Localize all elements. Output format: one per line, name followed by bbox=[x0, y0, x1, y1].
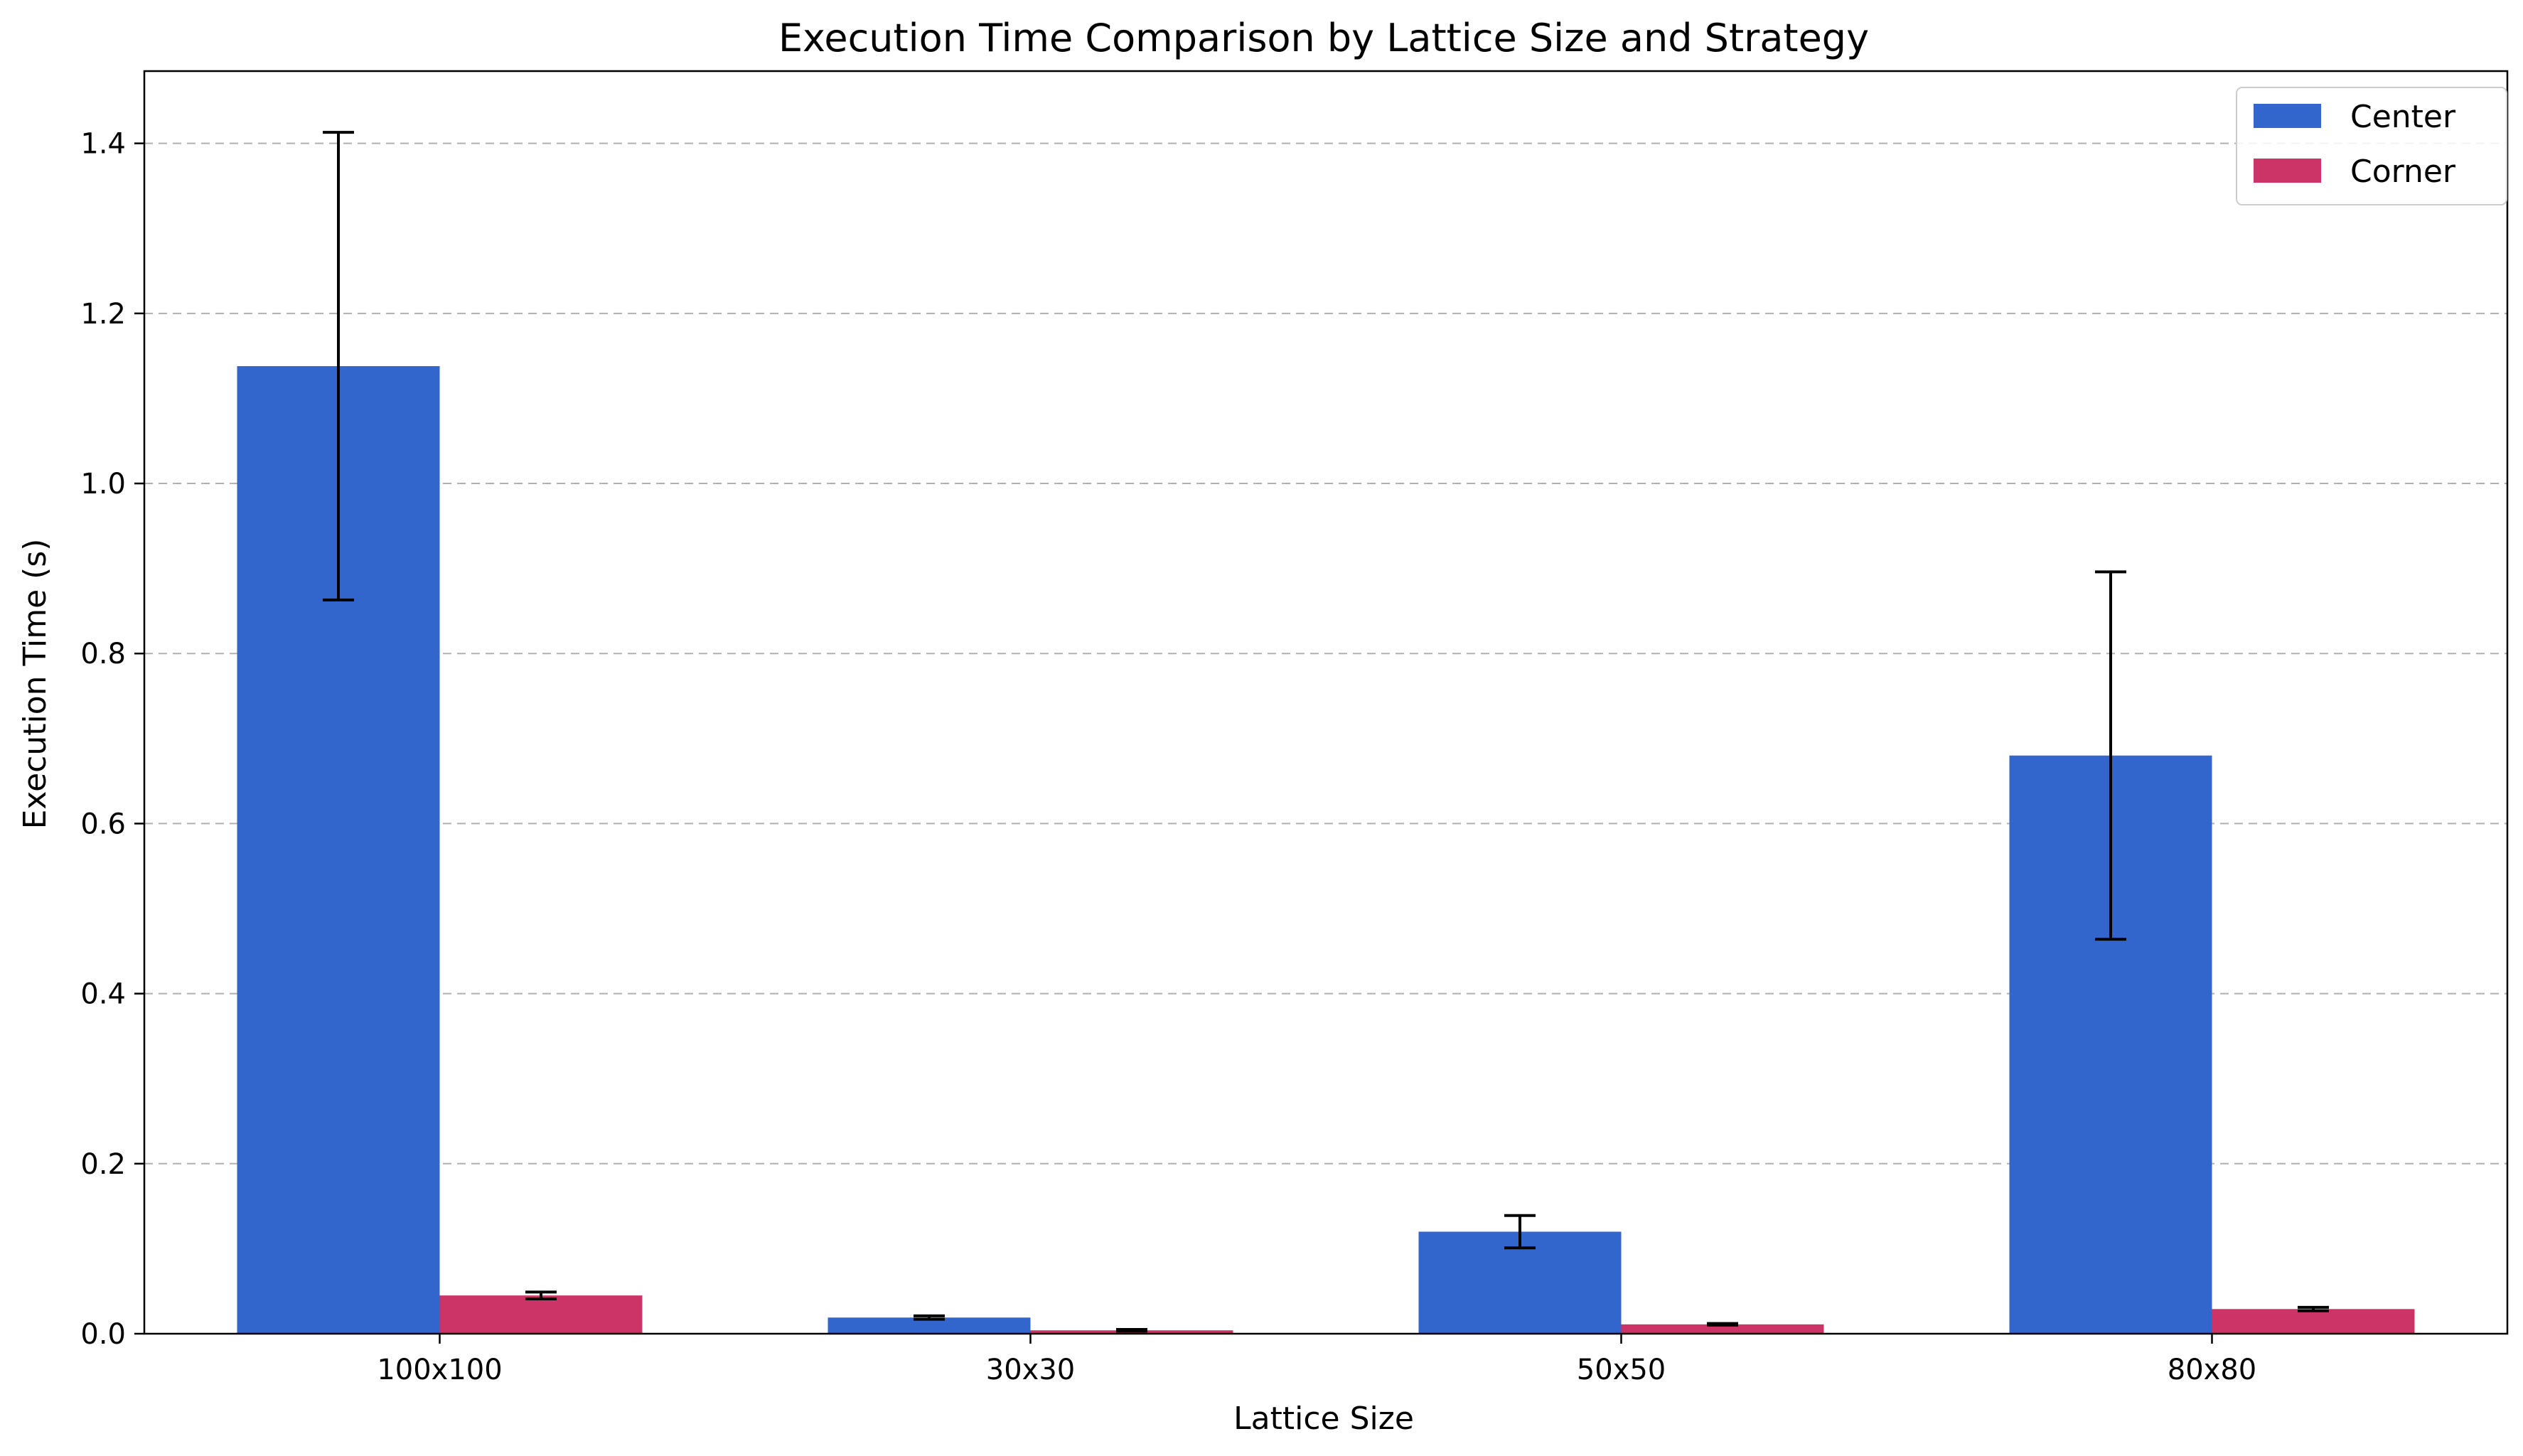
axis-ticks: 0.0 0.2 0.4 0.6 0.8 1.0 1.2 1.4 100x100 30x30 50x5… bbox=[80, 128, 2256, 1386]
y-tick-label: 1.0 bbox=[80, 468, 126, 500]
y-tick-label: 1.4 bbox=[80, 128, 126, 161]
x-tick-label: 100x100 bbox=[377, 1354, 502, 1386]
x-axis-label: Lattice Size bbox=[1233, 1401, 1414, 1437]
bar-corner-80x80 bbox=[2212, 1309, 2415, 1334]
legend-label-center: Center bbox=[2350, 99, 2456, 135]
y-tick-label: 1.2 bbox=[80, 298, 126, 331]
y-tick-label: 0.8 bbox=[80, 638, 126, 670]
y-tick-label: 0.0 bbox=[80, 1318, 126, 1351]
legend-label-corner: Corner bbox=[2350, 154, 2456, 190]
bar-corner-50x50 bbox=[1621, 1324, 1824, 1334]
plot-area-frame bbox=[143, 70, 2509, 1335]
error-bars bbox=[323, 131, 2329, 1333]
bar-corner-100x100 bbox=[439, 1295, 643, 1334]
x-tick-label: 50x50 bbox=[1577, 1354, 1666, 1386]
bar-center-30x30 bbox=[827, 1317, 1031, 1334]
chart-title: Execution Time Comparison by Lattice Siz… bbox=[778, 16, 1869, 60]
x-tick-label: 80x80 bbox=[2168, 1354, 2256, 1386]
y-tick-label: 0.6 bbox=[80, 808, 126, 840]
y-tick-label: 0.2 bbox=[80, 1148, 126, 1181]
x-tick-label: 30x30 bbox=[986, 1354, 1075, 1386]
legend-swatch-corner bbox=[2254, 159, 2321, 183]
y-axis-label: Execution Time (s) bbox=[17, 539, 53, 830]
legend: Center Corner bbox=[2236, 87, 2507, 205]
legend-swatch-center bbox=[2254, 104, 2321, 128]
y-tick-label: 0.4 bbox=[80, 978, 126, 1011]
